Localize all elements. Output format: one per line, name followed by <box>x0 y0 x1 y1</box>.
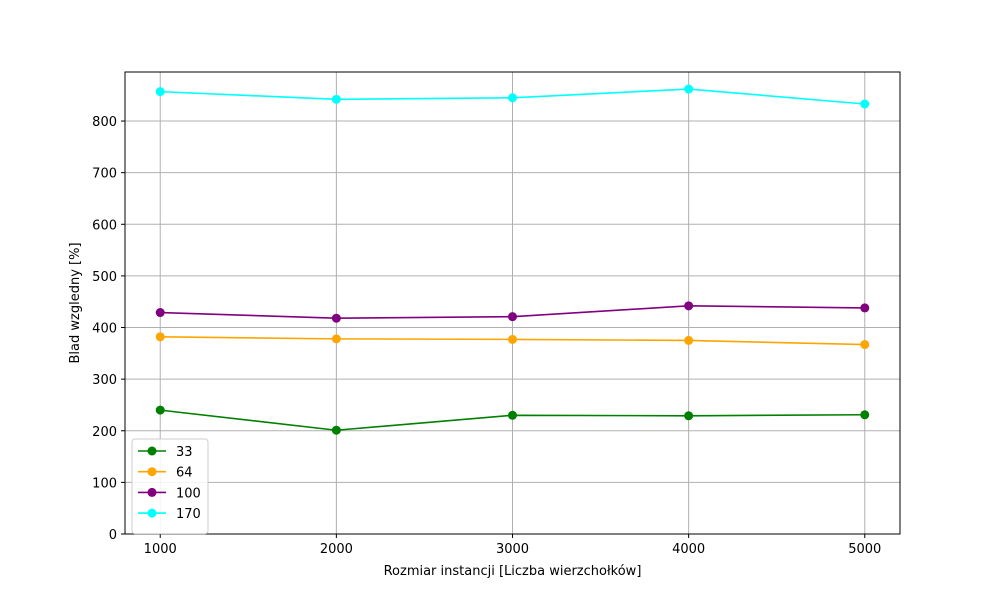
data-point <box>331 313 341 323</box>
legend-item: 100 <box>138 486 201 501</box>
legend-label: 100 <box>176 486 201 501</box>
x-axis-title: Rozmiar instancji [Liczba wierzchołków] <box>384 564 642 579</box>
data-point <box>508 334 517 344</box>
data-point <box>508 410 517 420</box>
y-tick-label: 0 <box>109 528 117 543</box>
y-axis-title: Blad wzgledny [%] <box>68 242 83 363</box>
legend-label: 33 <box>176 445 193 460</box>
legend-marker <box>147 508 157 518</box>
series-layer <box>155 84 870 435</box>
y-tick-label: 500 <box>92 270 117 285</box>
y-tick-label: 600 <box>92 218 117 233</box>
data-point <box>860 303 870 313</box>
y-tick-label: 700 <box>92 167 117 182</box>
legend-item: 170 <box>138 507 201 522</box>
legend-item: 33 <box>138 445 193 460</box>
y-tick-label: 100 <box>92 476 117 491</box>
series-100 <box>155 301 870 323</box>
data-point <box>684 301 694 311</box>
data-point <box>684 84 694 94</box>
data-point <box>684 411 694 421</box>
y-tick-label: 200 <box>92 425 117 440</box>
grid <box>125 72 900 535</box>
data-point <box>155 405 165 415</box>
legend-marker <box>147 487 157 497</box>
data-point <box>155 308 165 318</box>
data-point <box>331 94 341 104</box>
series-33 <box>155 405 870 435</box>
y-axis: 0 100 200 300 400 500 600 700 800 <box>92 115 125 543</box>
data-point <box>860 340 870 350</box>
x-tick-label: 5000 <box>848 542 881 557</box>
legend-item: 64 <box>138 466 193 481</box>
data-point <box>860 410 870 420</box>
legend-marker <box>147 446 157 456</box>
legend-marker <box>147 467 157 477</box>
x-tick-label: 3000 <box>496 542 529 557</box>
x-axis: 1000 2000 3000 4000 5000 <box>144 534 881 557</box>
series-170 <box>155 84 870 109</box>
x-tick-label: 2000 <box>320 542 353 557</box>
data-point <box>331 334 341 344</box>
legend-label: 170 <box>176 507 201 522</box>
data-point <box>155 332 165 342</box>
data-point <box>508 93 517 103</box>
series-64 <box>155 332 870 350</box>
data-point <box>684 335 694 345</box>
x-tick-label: 4000 <box>672 542 705 557</box>
data-point <box>508 312 517 322</box>
data-point <box>860 99 870 109</box>
y-tick-label: 800 <box>92 115 117 130</box>
legend-label: 64 <box>176 466 193 481</box>
y-tick-label: 300 <box>92 373 117 388</box>
data-point <box>155 87 165 97</box>
x-tick-label: 1000 <box>144 542 177 557</box>
data-point <box>331 425 341 435</box>
legend: 33 64 100 170 <box>131 438 209 535</box>
y-tick-label: 400 <box>92 322 117 337</box>
